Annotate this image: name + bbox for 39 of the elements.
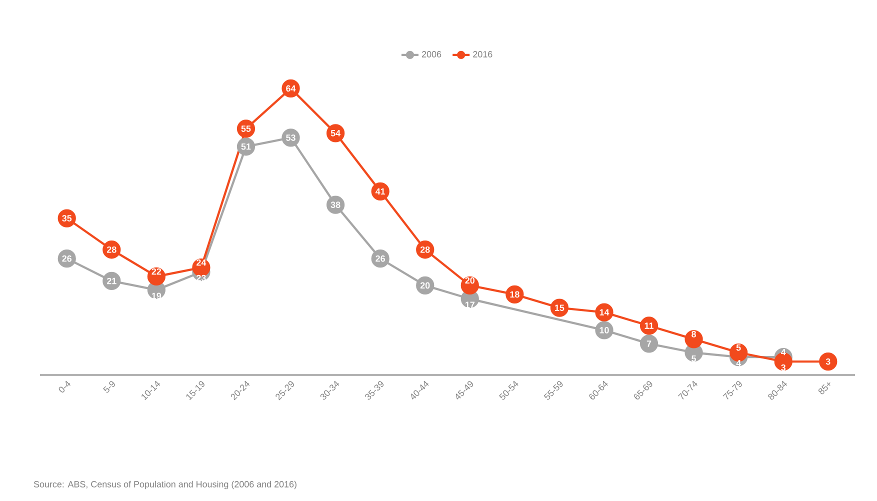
- data-label: 54: [330, 130, 340, 136]
- data-label: 14: [600, 309, 610, 316]
- point: [819, 352, 838, 371]
- data-label: 3: [781, 364, 786, 371]
- x-tick-label: 85+: [818, 382, 830, 394]
- data-label: 20: [465, 277, 475, 284]
- data-label: 22: [152, 268, 162, 275]
- data-label: 15: [555, 304, 564, 311]
- data-label: 28: [420, 246, 430, 253]
- data-label: 55: [241, 126, 251, 132]
- data-label: 5: [692, 355, 696, 362]
- data-label: 5: [736, 344, 741, 351]
- data-label: 4: [736, 360, 742, 366]
- data-label: 3: [826, 358, 830, 365]
- data-label: 20: [420, 282, 430, 289]
- source-note: Source: ABS, Census of Population and Housing (2006 and 2016): [34, 480, 296, 490]
- data-label: 11: [644, 322, 654, 329]
- data-label: 18: [510, 291, 520, 298]
- data-label: 26: [62, 255, 72, 262]
- legend-label: 2016: [473, 51, 492, 58]
- data-label: 28: [106, 246, 116, 253]
- data-label: 19: [152, 292, 162, 300]
- data-label: 26: [376, 255, 385, 262]
- point: [684, 330, 703, 348]
- x-tick-label: 0-4: [58, 380, 71, 392]
- data-label: 41: [375, 188, 386, 194]
- data-label: 38: [330, 202, 340, 208]
- legend-label: 2006: [422, 51, 442, 58]
- data-label: 64: [286, 85, 296, 92]
- data-label: 10: [600, 327, 609, 334]
- data-label: 53: [286, 134, 296, 141]
- data-label: 7: [646, 340, 652, 347]
- data-label: 35: [62, 215, 72, 222]
- data-label: 21: [106, 278, 116, 284]
- point: [640, 334, 658, 353]
- data-label: 24: [196, 259, 206, 266]
- data-label: 8: [692, 331, 696, 338]
- x-tick-label: 5-9: [103, 381, 115, 393]
- data-label: 51: [241, 144, 251, 150]
